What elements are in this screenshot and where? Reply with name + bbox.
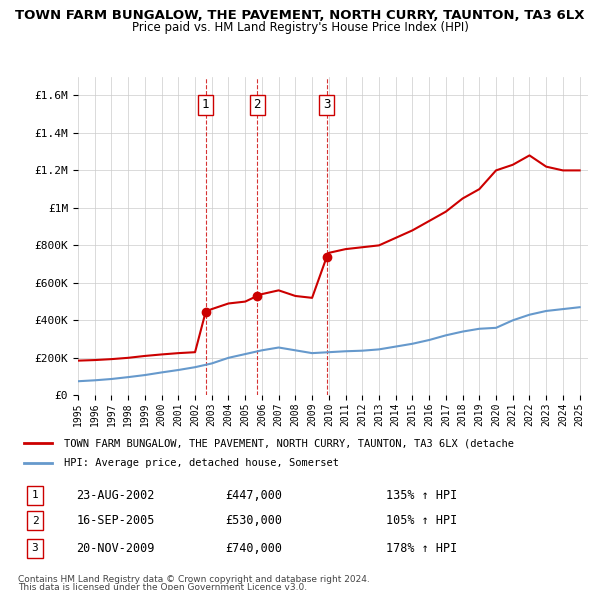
Text: £740,000: £740,000 bbox=[226, 542, 283, 555]
Text: 20-NOV-2009: 20-NOV-2009 bbox=[76, 542, 155, 555]
Text: TOWN FARM BUNGALOW, THE PAVEMENT, NORTH CURRY, TAUNTON, TA3 6LX: TOWN FARM BUNGALOW, THE PAVEMENT, NORTH … bbox=[15, 9, 585, 22]
Text: 135% ↑ HPI: 135% ↑ HPI bbox=[386, 489, 458, 502]
Text: Contains HM Land Registry data © Crown copyright and database right 2024.: Contains HM Land Registry data © Crown c… bbox=[18, 575, 370, 584]
Text: £530,000: £530,000 bbox=[226, 514, 283, 527]
Text: 16-SEP-2005: 16-SEP-2005 bbox=[76, 514, 155, 527]
Text: TOWN FARM BUNGALOW, THE PAVEMENT, NORTH CURRY, TAUNTON, TA3 6LX (detache: TOWN FARM BUNGALOW, THE PAVEMENT, NORTH … bbox=[64, 438, 514, 448]
Text: 105% ↑ HPI: 105% ↑ HPI bbox=[386, 514, 458, 527]
Text: 178% ↑ HPI: 178% ↑ HPI bbox=[386, 542, 458, 555]
Text: HPI: Average price, detached house, Somerset: HPI: Average price, detached house, Some… bbox=[64, 458, 339, 467]
Text: Price paid vs. HM Land Registry's House Price Index (HPI): Price paid vs. HM Land Registry's House … bbox=[131, 21, 469, 34]
Text: £447,000: £447,000 bbox=[226, 489, 283, 502]
Text: 1: 1 bbox=[202, 99, 209, 112]
Text: 23-AUG-2002: 23-AUG-2002 bbox=[76, 489, 155, 502]
Text: This data is licensed under the Open Government Licence v3.0.: This data is licensed under the Open Gov… bbox=[18, 583, 307, 590]
Text: 1: 1 bbox=[32, 490, 38, 500]
Text: 2: 2 bbox=[32, 516, 38, 526]
Text: 3: 3 bbox=[32, 543, 38, 553]
Text: 3: 3 bbox=[323, 99, 331, 112]
Text: 2: 2 bbox=[253, 99, 261, 112]
